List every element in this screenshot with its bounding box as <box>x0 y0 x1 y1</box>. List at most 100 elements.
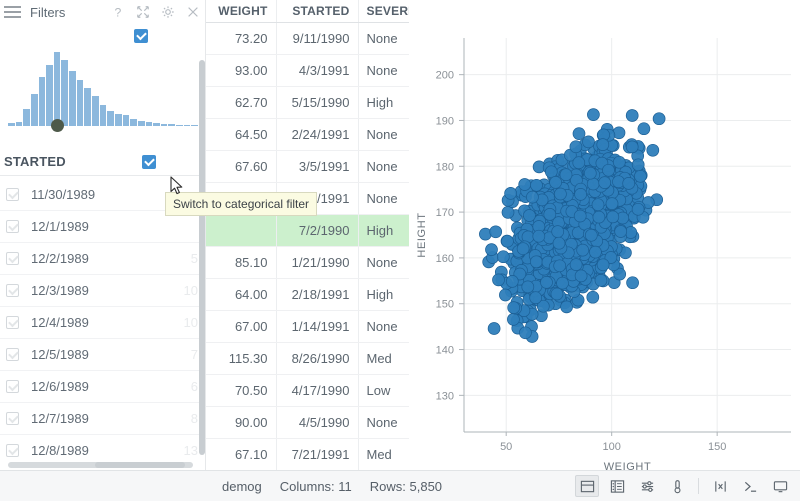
cell-weight: 62.70 <box>206 86 276 119</box>
help-icon[interactable]: ? <box>111 5 125 19</box>
scatter-chart-panel[interactable]: 50 100 150 130 140 150 160 170 180 190 200 WEIGHT … <box>409 0 800 470</box>
table-row[interactable]: 64.00 2/18/1991 High <box>206 278 409 311</box>
column-header-started[interactable]: STARTED <box>275 0 358 23</box>
svg-text:?: ? <box>115 5 122 19</box>
cell-weight: 64.50 <box>206 118 276 151</box>
filter-value-label: 12/6/1989 <box>31 379 89 394</box>
filter-value-row[interactable]: 12/6/1989 6 <box>0 370 206 402</box>
chart-x-axis-label: WEIGHT <box>604 461 652 470</box>
histogram-bar <box>122 115 130 126</box>
table-list-icon[interactable] <box>605 475 629 497</box>
table-row[interactable]: 73.20 9/11/1990 None <box>206 22 409 55</box>
filter-panel-title: Filters <box>30 4 66 20</box>
absolute-value-icon[interactable] <box>708 475 732 497</box>
filter-value-label: 11/30/1989 <box>31 186 96 202</box>
table-header-row: WEIGHT STARTED SEVERITY <box>206 0 409 23</box>
table-row[interactable]: 85.10 1/21/1990 None <box>206 246 409 279</box>
filter-value-row[interactable]: 12/4/1989 10 <box>0 306 206 338</box>
histogram-bar <box>46 64 53 126</box>
histogram-bar <box>8 122 15 126</box>
cell-severity: None <box>357 182 409 215</box>
table-horizontal-scrollbar[interactable] <box>95 462 185 468</box>
sliders-icon[interactable] <box>635 475 659 497</box>
y-tick-label: 130 <box>436 390 454 402</box>
filter-value-checkbox[interactable] <box>6 220 19 233</box>
split-view-icon[interactable] <box>575 475 599 497</box>
filter-value-row[interactable]: 12/1/1989 <box>0 210 206 242</box>
close-icon[interactable] <box>186 5 200 19</box>
menu-icon[interactable] <box>4 6 22 18</box>
cell-severity: Low <box>357 374 409 407</box>
histogram-range-handle[interactable] <box>51 119 65 132</box>
filter-value-count: 6 <box>190 379 198 394</box>
cell-severity: Med <box>357 342 409 375</box>
filter-value-row[interactable]: 12/7/1989 8 <box>0 402 206 434</box>
cell-weight: 67.00 <box>206 310 276 343</box>
table-row[interactable]: 70.50 4/17/1990 Low <box>206 374 409 407</box>
filter-value-row[interactable]: 12/8/1989 13 <box>0 434 206 462</box>
filter-value-list[interactable]: 11/30/1989 12/1/1989 12/2/1989 5 12/3/1989 10… <box>0 178 206 462</box>
field-select-all-checkbox[interactable] <box>142 154 156 169</box>
histogram-bars <box>8 52 199 126</box>
column-header-weight[interactable]: WEIGHT <box>206 0 276 23</box>
table-row[interactable]: 93.00 4/3/1991 None <box>206 54 409 87</box>
filter-value-row[interactable]: 12/2/1989 5 <box>0 242 206 274</box>
select-all-checkbox[interactable] <box>134 29 148 43</box>
histogram-bar <box>137 120 145 126</box>
histogram-bar <box>61 60 69 126</box>
filter-value-label: 12/7/1989 <box>31 411 89 426</box>
cell-started: 7/21/1991 <box>275 438 358 470</box>
cell-severity: None <box>357 22 409 55</box>
cell-severity: None <box>357 246 409 279</box>
filter-panel: Filters ? <box>0 0 206 470</box>
cell-severity: None <box>357 150 409 183</box>
cell-started: 4/17/1990 <box>275 374 358 407</box>
table-row[interactable]: 115.30 8/26/1990 Med <box>206 342 409 375</box>
terminal-icon[interactable] <box>738 475 762 497</box>
histogram-bar <box>130 118 137 126</box>
filter-histogram[interactable] <box>0 52 206 140</box>
histogram-bar <box>92 96 99 126</box>
data-grid: WEIGHT STARTED SEVERITY 73.209/11/1990No… <box>206 0 409 470</box>
histogram-bar <box>160 123 168 126</box>
table-row[interactable]: 62.70 5/15/1990 High <box>206 86 409 119</box>
filter-value-checkbox[interactable] <box>6 187 19 201</box>
filter-value-checkbox[interactable] <box>6 412 19 425</box>
filter-panel-toolbar <box>0 24 206 54</box>
filter-value-checkbox[interactable] <box>6 444 19 457</box>
histogram-bar <box>23 109 30 126</box>
filter-value-row[interactable]: 11/30/1989 <box>0 178 206 210</box>
column-header-severity[interactable]: SEVERITY <box>357 0 409 23</box>
table-row[interactable]: 67.00 1/14/1991 None <box>206 310 409 343</box>
table-row[interactable]: 64.50 2/24/1991 None <box>206 118 409 151</box>
data-table[interactable]: WEIGHT STARTED SEVERITY 73.209/11/1990No… <box>206 0 409 470</box>
filter-value-checkbox[interactable] <box>6 252 19 265</box>
filter-value-label: 12/4/1989 <box>31 315 89 330</box>
filter-value-checkbox[interactable] <box>6 348 19 361</box>
expand-icon[interactable] <box>136 5 150 19</box>
table-row[interactable]: 67.60 3/5/1991 None <box>206 150 409 183</box>
thermometer-icon[interactable] <box>665 475 689 497</box>
x-tick-label: 150 <box>708 441 726 453</box>
filter-value-row[interactable]: 12/3/1989 10 <box>0 274 206 306</box>
filter-value-checkbox[interactable] <box>6 284 19 297</box>
filter-field-header: STARTED <box>0 148 206 180</box>
y-tick-label: 160 <box>436 253 454 265</box>
gear-icon[interactable] <box>161 5 175 19</box>
filter-list-vertical-scrollbar[interactable] <box>199 60 205 455</box>
chart-points <box>479 108 666 343</box>
histogram-bar <box>183 124 191 126</box>
status-bar: demog Columns: 11 Rows: 5,850 <box>0 470 800 501</box>
table-row[interactable]: 67.10 7/21/1991 Med <box>206 438 409 470</box>
cell-weight: 85.10 <box>206 246 276 279</box>
table-row[interactable]: 90.00 4/5/1990 None <box>206 406 409 439</box>
cell-started: 1/21/1990 <box>275 246 358 279</box>
presentation-icon[interactable] <box>768 475 792 497</box>
toolbar-separator <box>698 478 699 494</box>
filter-value-count: 10 <box>183 315 198 330</box>
table-row[interactable]: 7/2/1990 High <box>206 214 409 247</box>
filter-value-checkbox[interactable] <box>6 380 19 393</box>
filter-value-checkbox[interactable] <box>6 316 19 329</box>
filter-value-row[interactable]: 12/5/1989 7 <box>0 338 206 370</box>
